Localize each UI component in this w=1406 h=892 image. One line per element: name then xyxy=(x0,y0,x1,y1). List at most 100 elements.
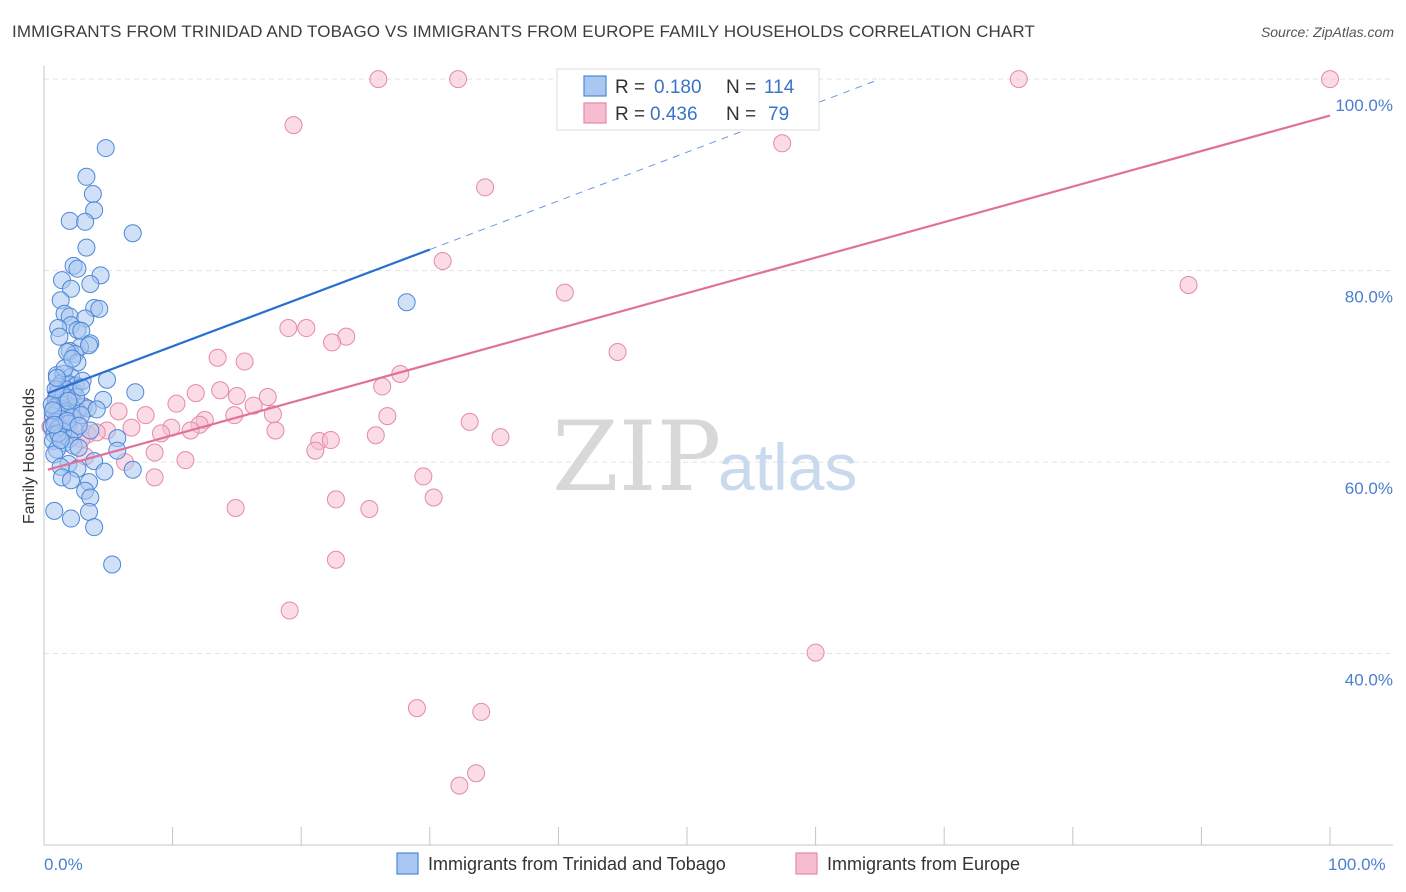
y-tick-label: 80.0% xyxy=(1345,288,1393,307)
trinidad-point xyxy=(68,259,87,278)
trinidad-point xyxy=(103,555,122,574)
europe-point xyxy=(378,407,397,426)
legend-n-label-1: N = xyxy=(726,77,756,98)
trinidad-point xyxy=(76,212,95,231)
series-legend: Immigrants from Trinidad and Tobago Immi… xyxy=(396,852,1020,875)
europe-point xyxy=(467,764,486,783)
europe-point xyxy=(226,499,245,518)
x-tick-label-min: 0.0% xyxy=(44,855,83,874)
trinidad-point xyxy=(62,509,81,528)
legend-n-label-2: N = xyxy=(726,104,756,125)
europe-point xyxy=(225,406,244,425)
europe-point xyxy=(284,116,303,135)
europe-point xyxy=(366,426,385,445)
trinidad-point xyxy=(69,438,88,457)
trinidad-point xyxy=(59,391,78,410)
europe-point xyxy=(145,443,164,462)
trinidad-point xyxy=(126,383,145,402)
trinidad-point xyxy=(50,327,69,346)
y-tick-labels: 40.0% 60.0% 80.0% 100.0% xyxy=(1335,96,1393,689)
trinidad-point xyxy=(123,224,142,243)
europe-point xyxy=(235,352,254,371)
europe-point xyxy=(279,319,298,338)
trinidad-point xyxy=(80,336,99,355)
trinidad-point xyxy=(96,139,115,158)
europe-point xyxy=(373,377,392,396)
legend-n-value-1: 114 xyxy=(764,77,795,98)
trinidad-point xyxy=(83,185,102,204)
europe-point xyxy=(321,431,340,450)
trinidad-point xyxy=(63,349,82,368)
trinidad-trend-line xyxy=(47,248,431,395)
trinidad-point xyxy=(80,502,99,521)
y-tick-label: 40.0% xyxy=(1345,671,1393,690)
trinidad-point xyxy=(397,293,416,312)
europe-point xyxy=(806,643,825,662)
europe-point xyxy=(297,319,316,338)
europe-point xyxy=(176,451,195,470)
europe-point xyxy=(326,490,345,509)
europe-point xyxy=(326,550,345,569)
trinidad-point xyxy=(90,299,109,318)
europe-point xyxy=(145,468,164,487)
trinidad-point xyxy=(85,518,104,537)
trinidad-point xyxy=(95,462,114,481)
series-legend-swatch-trinidad xyxy=(396,852,419,875)
trinidad-point xyxy=(123,460,142,479)
europe-point xyxy=(167,394,186,413)
legend-n-value-2: 79 xyxy=(768,104,789,125)
series-legend-label-trinidad: Immigrants from Trinidad and Tobago xyxy=(428,854,726,874)
legend-r-value-1: 0.180 xyxy=(654,77,702,98)
trinidad-point xyxy=(60,211,79,230)
europe-point xyxy=(1009,70,1028,89)
europe-point xyxy=(186,384,205,403)
europe-point xyxy=(1179,275,1198,294)
europe-point xyxy=(280,601,299,620)
europe-point xyxy=(369,70,388,89)
stats-legend: R = 0.180 N = 114 R = 0.436 N = 79 xyxy=(556,68,820,131)
trinidad-point xyxy=(45,415,64,434)
legend-r-label-2: R = xyxy=(615,104,645,125)
trinidad-point xyxy=(69,416,88,435)
y-axis-label: Family Households xyxy=(21,388,38,524)
trend-lines xyxy=(47,78,1331,471)
europe-point xyxy=(773,134,792,153)
europe-point xyxy=(244,396,263,415)
europe-point xyxy=(414,467,433,486)
legend-r-label-1: R = xyxy=(615,77,645,98)
y-tick-label: 100.0% xyxy=(1335,96,1393,115)
trinidad-point xyxy=(62,279,81,298)
trinidad-point xyxy=(45,501,64,520)
legend-r-value-2: 0.436 xyxy=(650,104,698,125)
trinidad-point xyxy=(62,471,81,490)
trinidad-point xyxy=(81,275,100,294)
europe-trend-line xyxy=(47,114,1331,471)
chart-title: IMMIGRANTS FROM TRINIDAD AND TOBAGO VS I… xyxy=(12,22,1035,41)
trinidad-point xyxy=(77,238,96,257)
europe-point xyxy=(306,441,325,460)
legend-swatch-blue xyxy=(583,75,607,97)
trinidad-points xyxy=(42,139,416,574)
europe-point xyxy=(449,70,468,89)
trinidad-point xyxy=(51,431,70,450)
europe-point xyxy=(136,406,155,425)
europe-point xyxy=(450,776,469,795)
europe-point xyxy=(360,499,379,518)
europe-point xyxy=(472,702,491,721)
europe-point xyxy=(211,381,230,400)
y-tick-label: 60.0% xyxy=(1345,479,1393,498)
europe-point xyxy=(433,252,452,271)
europe-point xyxy=(491,428,510,447)
source-label: Source: ZipAtlas.com xyxy=(1260,24,1394,40)
trinidad-point xyxy=(87,400,106,419)
axes xyxy=(43,66,1393,846)
europe-point xyxy=(266,421,285,440)
europe-point xyxy=(1321,70,1339,89)
europe-point xyxy=(407,699,426,718)
europe-point xyxy=(555,283,574,302)
trinidad-trend-extension xyxy=(429,78,881,251)
x-tick-label-max: 100.0% xyxy=(1328,855,1386,874)
trinidad-point xyxy=(77,167,96,186)
legend-swatch-pink xyxy=(583,102,607,124)
